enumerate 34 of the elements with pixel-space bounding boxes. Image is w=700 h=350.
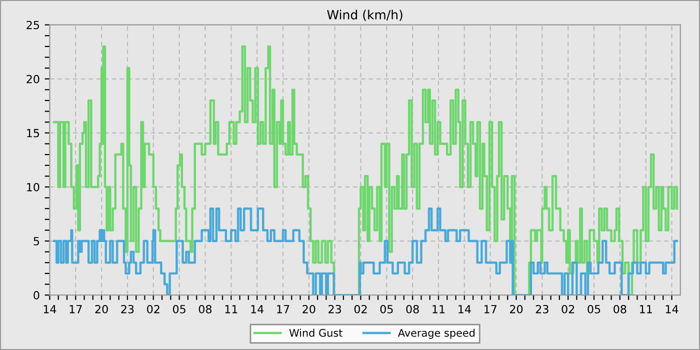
x-tick-label: 02 [147, 304, 160, 314]
x-tick-label: 17 [70, 305, 82, 314]
x-tick-label: 08 [198, 304, 212, 314]
x-tick-label: 05 [588, 304, 600, 314]
chart-title: Wind (km/h) [327, 10, 402, 21]
x-tick-label: 20 [95, 304, 108, 314]
x-tick-label: 11 [640, 305, 652, 314]
x-tick-label: 23 [328, 304, 341, 314]
x-tick-label: 14 [666, 305, 678, 314]
y-tick-label: 5 [34, 237, 40, 246]
x-tick-label: 11 [432, 305, 445, 314]
x-tick-label: 05 [172, 304, 186, 314]
x-tick-label: 17 [277, 305, 290, 314]
x-tick-label: 23 [536, 304, 548, 314]
y-tick-label: 0 [34, 291, 40, 300]
x-tick-label: 14 [458, 305, 471, 314]
x-tick-label: 05 [380, 304, 393, 314]
y-tick-label: 25 [26, 20, 40, 30]
x-tick-label: 08 [614, 304, 626, 314]
y-tick-label: 15 [27, 129, 40, 138]
legend-label: Wind Gust [289, 328, 342, 337]
x-tick-label: 02 [354, 304, 367, 314]
x-tick-label: 08 [406, 304, 419, 314]
x-tick-label: 14 [44, 305, 56, 314]
x-tick-label: 20 [510, 304, 523, 314]
x-tick-label: 17 [484, 305, 496, 314]
x-tick-label: 20 [302, 304, 316, 314]
x-tick-label: 14 [251, 305, 264, 314]
legend-label: Average speed [398, 328, 475, 339]
x-tick-label: 23 [121, 304, 134, 314]
y-tick-label: 10 [27, 182, 40, 192]
x-tick-label: 02 [562, 304, 574, 314]
y-tick-label: 20 [26, 74, 40, 84]
x-tick-label: 11 [225, 305, 238, 314]
